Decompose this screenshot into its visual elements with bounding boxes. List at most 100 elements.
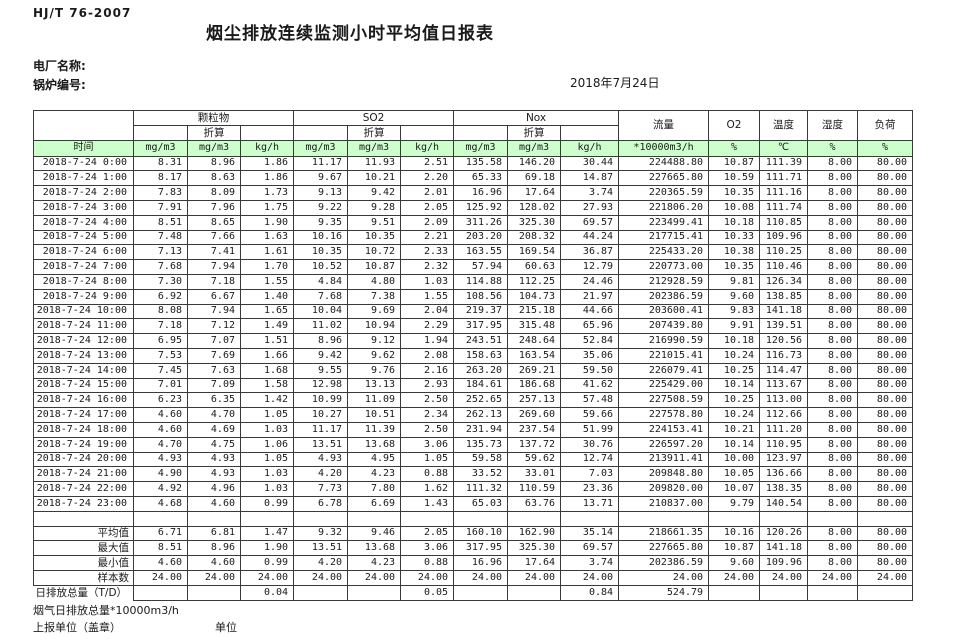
value-cell: 110.59 [507,481,562,497]
value-cell: 3.74 [560,185,620,201]
value-cell: 213911.41 [618,451,710,468]
value-cell: 9.83 [708,303,761,320]
unit-cell: mg/m3 [453,139,509,157]
value-cell: 80.00 [857,451,914,468]
table-row: 2018-7-24 17:00 4.60 4.70 1.05 10.27 10.51 2.3… [33,407,914,423]
time-cell: 2018-7-24 4:00 [33,214,134,231]
value-cell: 8.00 [807,495,859,512]
value-cell: 1.70 [239,259,295,275]
unit-cell: mg/m3 [347,139,402,157]
summary-value-cell: 24.00 [347,569,402,586]
value-cell: 2.51 [400,155,455,172]
value-cell: 207439.80 [618,318,710,335]
value-cell: 111.71 [759,170,809,187]
value-cell: 4.20 [293,466,349,483]
value-cell: 10.51 [347,407,402,423]
value-cell: 325.30 [507,214,562,231]
summary-value-cell: 24.00 [618,569,710,586]
summary-label: 样本数 [33,569,134,586]
value-cell: 137.72 [507,436,562,453]
summary-value-cell: 4.23 [347,555,402,571]
value-cell: 252.65 [453,392,509,409]
value-cell: 4.69 [187,421,241,438]
value-cell: 9.62 [347,347,402,364]
value-cell: 7.68 [293,288,349,305]
value-cell: 7.38 [347,288,402,305]
value-cell: 13.51 [293,436,349,453]
value-cell: 13.13 [347,377,402,394]
table-row: 2018-7-24 14:00 7.45 7.63 1.68 9.55 9.76 2.16 2… [33,362,914,379]
value-cell: 210837.00 [618,495,710,512]
value-cell: 11.93 [347,155,402,172]
summary-label: 日排放总量（T/D） [33,584,134,600]
value-cell: 7.63 [187,362,241,379]
summary-value-cell: 80.00 [857,540,914,557]
time-cell: 2018-7-24 22:00 [33,481,134,497]
empty-cell [293,124,349,141]
value-cell: 80.00 [857,495,914,512]
table-row: 2018-7-24 8:00 7.30 7.18 1.55 4.84 4.80 1.03 11… [33,273,914,290]
value-cell: 59.66 [560,407,620,423]
value-cell: 80.00 [857,421,914,438]
value-cell: 7.18 [187,273,241,290]
value-cell: 10.59 [708,170,761,187]
value-cell: 80.00 [857,392,914,409]
value-cell: 10.87 [347,259,402,275]
summary-value-cell: 9.32 [293,525,349,542]
summary-value-cell: 24.00 [400,569,455,586]
value-cell: 80.00 [857,362,914,379]
value-cell: 10.27 [293,407,349,423]
value-cell: 138.85 [759,288,809,305]
value-cell: 224488.80 [618,155,710,172]
value-cell: 65.33 [453,170,509,187]
value-cell: 65.96 [560,318,620,335]
summary-body: 平均值 6.71 6.81 1.47 9.32 9.46 2.05 160.10 162.90 3… [33,525,914,601]
value-cell: 8.65 [187,214,241,231]
empty-cell [560,510,620,527]
value-cell: 8.08 [133,303,188,320]
summary-value-cell: 2.05 [400,525,455,542]
value-cell: 4.68 [133,495,188,512]
empty-cell [857,510,914,527]
time-cell: 2018-7-24 20:00 [33,451,134,468]
value-cell: 8.00 [807,170,859,187]
value-cell: 220365.59 [618,185,710,201]
summary-row: 日排放总量（T/D） 0.04 0.05 0.84 524.79 [33,584,914,601]
value-cell: 123.97 [759,451,809,468]
value-cell: 224153.41 [618,421,710,438]
value-cell: 1.03 [239,421,295,438]
value-cell: 220773.00 [618,259,710,275]
summary-value-cell: 162.90 [507,525,562,542]
value-cell: 80.00 [857,214,914,231]
value-cell: 231.94 [453,421,509,438]
value-cell: 11.09 [347,392,402,409]
value-cell: 80.00 [857,347,914,364]
value-cell: 6.23 [133,392,188,409]
flue-gas-total-note: 烟气日排放总量*10000m3/h [33,604,179,617]
value-cell: 1.03 [239,466,295,483]
column-header-flow: 流量 [618,110,710,141]
value-cell: 27.93 [560,199,620,216]
value-cell: 10.35 [708,185,761,201]
value-cell: 212928.59 [618,273,710,290]
value-cell: 2.29 [400,318,455,335]
value-cell: 4.75 [187,436,241,453]
value-cell: 2.08 [400,347,455,364]
summary-value-cell: 69.57 [560,540,620,557]
value-cell: 8.00 [807,155,859,172]
summary-value-cell: 141.18 [759,540,809,557]
time-cell: 2018-7-24 8:00 [33,273,134,290]
table-row: 2018-7-24 22:00 4.92 4.96 1.03 7.73 7.80 1.62 1… [33,481,914,497]
value-cell: 2.01 [400,185,455,201]
summary-value-cell: 24.00 [187,569,241,586]
value-cell: 8.63 [187,170,241,187]
value-cell: 2.21 [400,229,455,246]
value-cell: 9.67 [293,170,349,187]
value-cell: 80.00 [857,407,914,423]
value-cell: 226079.41 [618,362,710,379]
value-cell: 169.54 [507,244,562,261]
value-cell: 8.00 [807,273,859,290]
value-cell: 9.55 [293,362,349,379]
value-cell: 114.88 [453,273,509,290]
